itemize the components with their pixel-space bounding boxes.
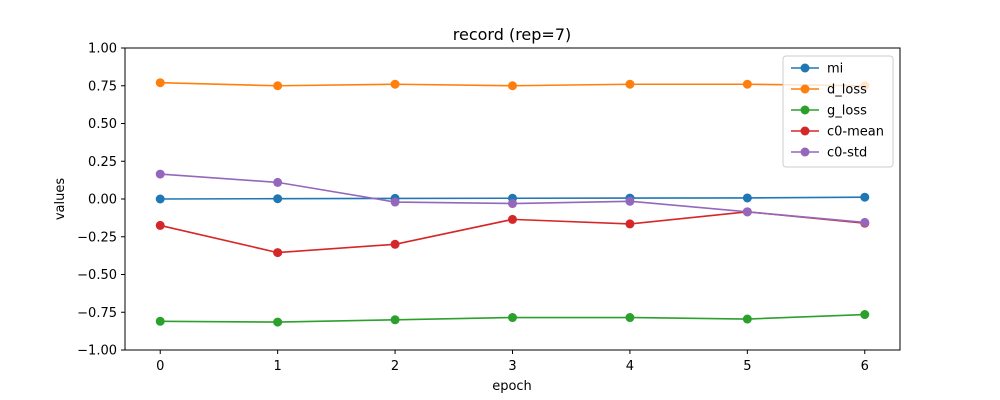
y-tick-label: 0.50 bbox=[88, 117, 117, 132]
legend-label: c0-std bbox=[827, 146, 867, 161]
y-tick-label: 0.25 bbox=[88, 155, 117, 170]
data-point-d_loss bbox=[390, 79, 400, 89]
legend-label: c0-mean bbox=[827, 125, 884, 140]
data-point-c0-std bbox=[273, 177, 283, 187]
x-tick-label: 4 bbox=[626, 359, 634, 374]
series-c0-std bbox=[155, 169, 870, 227]
data-point-c0-mean bbox=[390, 239, 400, 249]
x-tick-label: 2 bbox=[391, 359, 399, 374]
data-point-d_loss bbox=[625, 79, 635, 89]
legend-label: d_loss bbox=[827, 83, 867, 98]
data-point-g_loss bbox=[860, 310, 870, 320]
data-point-d_loss bbox=[508, 81, 517, 91]
chart-title: record (rep=7) bbox=[453, 25, 572, 44]
legend-marker bbox=[800, 105, 810, 115]
y-tick-label: 0.75 bbox=[88, 79, 117, 94]
legend-label: g_loss bbox=[827, 104, 867, 119]
legend-item-mi: mi bbox=[791, 62, 843, 77]
data-point-c0-std bbox=[508, 199, 517, 209]
x-tick-label: 3 bbox=[508, 359, 516, 374]
y-tick-label: −1.00 bbox=[77, 344, 117, 359]
legend-label: mi bbox=[827, 62, 843, 77]
data-point-g_loss bbox=[742, 314, 752, 324]
data-point-c0-std bbox=[860, 217, 870, 227]
data-point-mi bbox=[860, 192, 870, 202]
legend-item-d_loss: d_loss bbox=[791, 83, 867, 98]
legend-box bbox=[782, 55, 894, 168]
legend: mi d_loss g_loss c0-mean c0-std bbox=[782, 55, 894, 168]
x-tick-label: 5 bbox=[743, 359, 751, 374]
plot-area bbox=[155, 78, 870, 327]
data-point-g_loss bbox=[508, 313, 517, 323]
data-point-g_loss bbox=[625, 313, 635, 323]
data-point-c0-mean bbox=[155, 220, 165, 230]
legend-item-c0-std: c0-std bbox=[791, 146, 867, 161]
y-tick-label: 1.00 bbox=[88, 42, 117, 57]
x-tick-label: 6 bbox=[861, 359, 869, 374]
data-point-g_loss bbox=[390, 315, 400, 325]
data-point-g_loss bbox=[273, 317, 283, 327]
legend-marker bbox=[800, 84, 810, 94]
data-point-c0-mean bbox=[508, 214, 517, 224]
y-tick-label: 0.00 bbox=[88, 193, 117, 208]
data-point-d_loss bbox=[273, 81, 283, 91]
x-axis: 0 1 2 3 4 5 6 bbox=[156, 350, 869, 374]
y-tick-label: −0.25 bbox=[77, 230, 117, 245]
y-tick-label: −0.75 bbox=[77, 306, 117, 321]
series-g_loss bbox=[155, 310, 870, 327]
data-point-c0-std bbox=[155, 169, 165, 179]
data-point-mi bbox=[273, 194, 283, 204]
x-axis-label: epoch bbox=[492, 379, 532, 394]
legend-item-g_loss: g_loss bbox=[791, 104, 867, 119]
legend-marker bbox=[800, 147, 810, 157]
data-point-d_loss bbox=[742, 79, 752, 89]
data-point-c0-mean bbox=[625, 219, 635, 229]
data-point-mi bbox=[742, 193, 752, 203]
legend-marker bbox=[800, 63, 810, 73]
series-d_loss bbox=[155, 78, 870, 91]
y-axis-label: values bbox=[53, 178, 68, 221]
data-point-mi bbox=[155, 194, 165, 204]
data-point-c0-std bbox=[625, 196, 635, 206]
data-point-g_loss bbox=[155, 316, 165, 326]
y-axis: −1.00 −0.75 −0.50 −0.25 0.00 0.25 0.50 0.75 1.00 bbox=[77, 42, 125, 359]
data-point-c0-mean bbox=[273, 248, 283, 258]
x-tick-label: 0 bbox=[156, 359, 164, 374]
data-point-d_loss bbox=[155, 78, 165, 88]
legend-item-c0-mean: c0-mean bbox=[791, 125, 884, 140]
x-tick-label: 1 bbox=[274, 359, 282, 374]
data-point-c0-std bbox=[742, 207, 752, 217]
legend-marker bbox=[800, 126, 810, 136]
data-point-c0-std bbox=[390, 197, 400, 207]
y-tick-label: −0.50 bbox=[77, 268, 117, 283]
